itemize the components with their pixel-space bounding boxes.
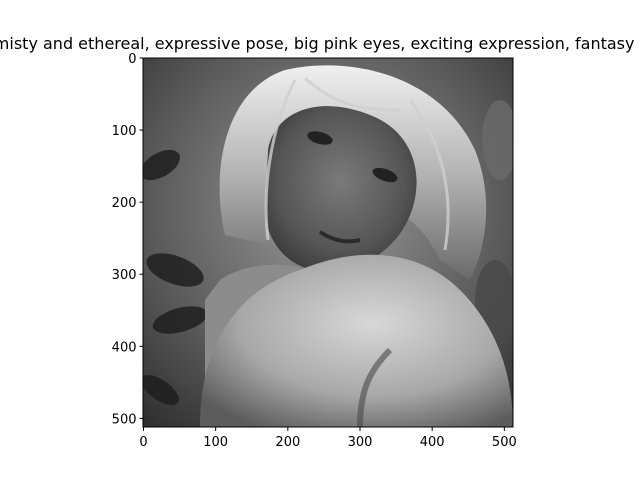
chart-title: misty and ethereal, expressive pose, big… — [0, 34, 640, 53]
left-eye — [307, 131, 333, 145]
shoulder — [200, 254, 513, 427]
y-tick-label: 500 — [112, 412, 137, 427]
x-tick-label: 400 — [420, 435, 445, 450]
right-eye — [372, 167, 398, 183]
y-axis-ticks: 0 100 200 300 400 500 — [112, 52, 144, 427]
face — [265, 106, 417, 272]
x-tick-label: 0 — [139, 435, 147, 450]
axes-frame — [142, 57, 514, 428]
hair-strands — [264, 76, 450, 251]
y-tick-label: 100 — [112, 124, 137, 139]
x-axis-ticks: 0 100 200 300 400 500 — [139, 427, 517, 450]
mouth — [318, 230, 361, 244]
y-tick-label: 400 — [112, 340, 137, 355]
shoulder-shadow — [357, 347, 393, 427]
x-tick-label: 200 — [275, 435, 300, 450]
x-tick-label: 100 — [203, 435, 228, 450]
y-tick-label: 0 — [128, 52, 136, 67]
y-tick-label: 300 — [112, 268, 137, 283]
foliage — [143, 100, 513, 406]
x-tick-label: 500 — [492, 435, 517, 450]
image-area — [143, 58, 513, 427]
y-tick-label: 200 — [112, 196, 137, 211]
x-tick-label: 300 — [348, 435, 373, 450]
